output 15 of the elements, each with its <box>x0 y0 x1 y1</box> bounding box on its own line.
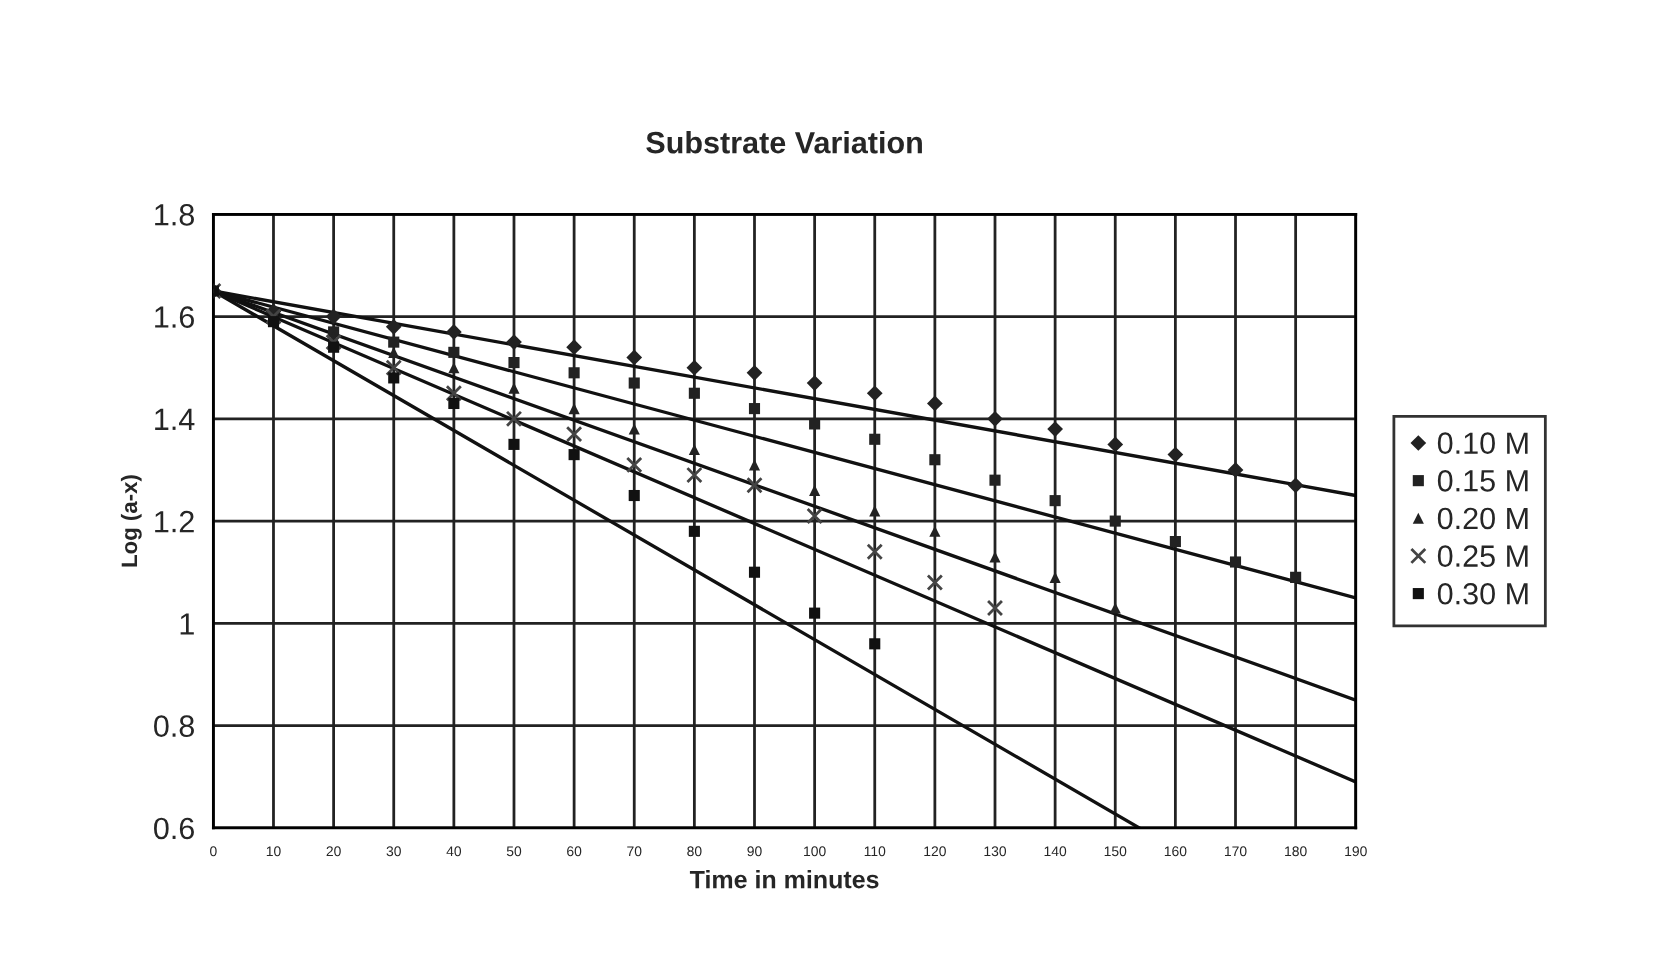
legend-label: 0.25 M <box>1437 545 1528 567</box>
legend-label: 0.20 M <box>1437 507 1528 530</box>
y-tick-label: 0.8 <box>154 715 194 737</box>
y-axis-title: Log (a-x) <box>120 475 142 567</box>
legend-label: 0.15 M <box>1437 470 1528 492</box>
y-tick-label: 1.8 <box>155 204 194 226</box>
chart-title: Substrate Variation <box>646 131 922 154</box>
y-tick-label: 1.4 <box>155 408 195 430</box>
legend-label: 0.10 M <box>1437 432 1528 454</box>
x-axis-title: Time in minutes <box>689 870 879 889</box>
legend-label: 0.30 M <box>1437 582 1528 605</box>
y-tick-label: 0.6 <box>154 817 194 840</box>
y-tick-label: 1.6 <box>155 306 194 328</box>
y-tick-label: 1.2 <box>155 510 194 533</box>
y-tick-label: 1 <box>180 613 194 635</box>
